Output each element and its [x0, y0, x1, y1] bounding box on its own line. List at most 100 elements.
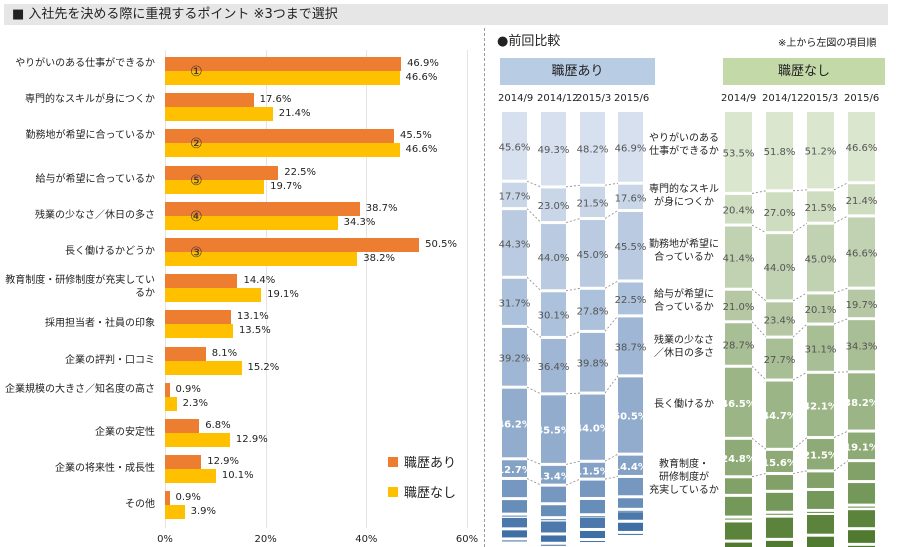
- stack-segment: [580, 541, 605, 543]
- connector-line: [565, 218, 581, 223]
- stack-segment: [541, 521, 566, 533]
- stack-segment: [618, 512, 643, 520]
- bar-nashi: [165, 107, 273, 122]
- period-label: 2014/12: [537, 93, 579, 104]
- stack-segment: [725, 522, 752, 540]
- stack-segment: [618, 282, 643, 315]
- stack-segment: [580, 112, 605, 184]
- bar-ari: [165, 93, 254, 108]
- segment-label: 19.1%: [844, 442, 879, 453]
- segment-label: 39.2%: [499, 353, 531, 364]
- segment-label: 46.2%: [497, 419, 532, 430]
- stack-segment: [502, 327, 527, 386]
- stack-segment: [725, 439, 752, 476]
- period-label: 2015/3: [803, 93, 839, 104]
- segment-label: 17.7%: [499, 191, 531, 202]
- data-label: 46.6%: [405, 72, 438, 83]
- item-label: やりがいのある 仕事ができるか: [649, 133, 719, 157]
- bar-nashi: [165, 179, 265, 194]
- data-label: 46.6%: [405, 144, 438, 156]
- bar-ari: [165, 310, 231, 325]
- item-label: 残業の少なさ ／休日の多さ: [654, 335, 714, 359]
- connector-line: [833, 182, 849, 191]
- connector-line: [751, 473, 767, 478]
- segment-label: 38.2%: [844, 398, 879, 409]
- bar-nashi: [165, 360, 242, 375]
- data-label: 10.1%: [221, 470, 254, 482]
- stack-segment: [580, 289, 605, 330]
- item-label: 教育制度・ 研修制度が 充実しているか: [649, 459, 719, 496]
- stack-segment: [618, 112, 643, 182]
- segment-label: 21.5%: [577, 198, 609, 209]
- connector-line: [526, 276, 542, 292]
- connector-line: [792, 437, 808, 450]
- stack-segment: [502, 278, 527, 325]
- segment-label: 50.5%: [613, 411, 648, 422]
- category-label: 教育制度・研修制度が充実しているか: [5, 275, 155, 300]
- stack-segment: [766, 234, 793, 300]
- stack-segment: [541, 519, 566, 521]
- bar-nashi: [165, 252, 358, 266]
- stack-segment: [766, 338, 793, 379]
- stack-segment: [848, 320, 875, 371]
- connector-line: [833, 460, 849, 472]
- data-label: 21.4%: [278, 108, 311, 120]
- stack-segment: [541, 544, 566, 546]
- data-label: 34.3%: [343, 216, 376, 228]
- stack-segment: [618, 317, 643, 375]
- category-label: 企業の評判・口コミ: [65, 354, 155, 366]
- stack-segment: [848, 289, 875, 318]
- data-label: 17.6%: [259, 94, 292, 106]
- stack-segment: [848, 462, 875, 481]
- segment-label: 41.4%: [723, 254, 755, 265]
- connector-line: [526, 458, 542, 465]
- category-label: 給与が希望に合っているか: [35, 173, 156, 185]
- stack-segment: [807, 515, 834, 534]
- stack-segment: [502, 388, 527, 458]
- stack-segment: [541, 112, 566, 186]
- connector-line: [526, 208, 542, 223]
- stack-segment: [807, 373, 834, 437]
- period-label: 2015/6: [614, 93, 650, 104]
- segment-label: 28.7%: [723, 341, 755, 352]
- rank-mark: ①: [190, 64, 203, 80]
- connector-line: [565, 331, 581, 338]
- segment-label: 48.2%: [577, 144, 609, 155]
- segment-label: 21.0%: [723, 302, 755, 313]
- category-label: 専門的なスキルが身につくか: [25, 94, 155, 106]
- gridline: [265, 50, 267, 528]
- category-label: 企業の将来性・成長性: [55, 463, 155, 475]
- connector-line: [604, 453, 619, 462]
- stack-segment: [766, 112, 793, 190]
- stack-segment: [807, 472, 834, 488]
- connector-line: [526, 326, 542, 338]
- x-tick-label: 20%: [254, 534, 277, 545]
- stack-segment: [807, 536, 834, 547]
- stack-segment: [848, 545, 875, 547]
- connector-line: [526, 180, 542, 188]
- segment-label: 44.3%: [499, 239, 531, 250]
- stack-segment: [502, 479, 527, 498]
- data-label: 0.9%: [175, 492, 201, 504]
- comparison-title: ●前回比較: [497, 34, 561, 49]
- stack-segment: [541, 292, 566, 336]
- data-label: 46.9%: [407, 58, 439, 69]
- data-label: 2.3%: [182, 397, 208, 409]
- stack-segment: [580, 186, 605, 218]
- segment-label: 38.7%: [615, 342, 647, 353]
- connector-line: [792, 292, 808, 302]
- bar-ari: [165, 201, 360, 216]
- stack-segment: [725, 478, 752, 494]
- data-label: 38.2%: [363, 253, 396, 264]
- category-label: やりがいのある仕事ができるか: [15, 58, 155, 69]
- stack-segment: [580, 516, 605, 518]
- stack-segment: [541, 188, 566, 222]
- segment-label: 51.8%: [764, 147, 796, 158]
- bar-ari: [165, 419, 200, 433]
- segment-label: 45.5%: [615, 242, 647, 253]
- category-label: 採用担当者・社員の印象: [45, 318, 155, 330]
- stack-segment: [725, 194, 752, 224]
- x-tick-label: 60%: [455, 534, 479, 545]
- bar-nashi: [165, 505, 185, 520]
- stack-segment: [766, 540, 793, 547]
